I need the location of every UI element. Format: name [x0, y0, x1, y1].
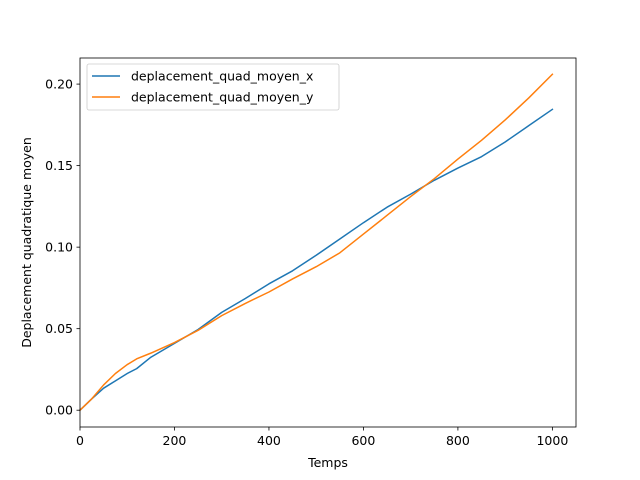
legend-frame [86, 63, 340, 111]
x-tick-label: 800 [446, 433, 470, 448]
x-tick-label: 1000 [536, 433, 568, 448]
x-tick-label: 0 [76, 433, 84, 448]
y-tick-label: 0.20 [45, 77, 73, 92]
x-axis-label: Temps [307, 455, 348, 470]
legend: deplacement_quad_moyen_x deplacement_quad… [86, 63, 340, 111]
axes-background [80, 58, 576, 427]
y-axis-ticks: 0.00 0.05 0.10 0.15 0.20 [45, 77, 80, 418]
y-tick-label: 0.15 [45, 158, 73, 173]
y-tick-label: 0.10 [45, 240, 73, 255]
axes-frame [79, 57, 577, 428]
x-axis-ticks: 0 200 400 600 800 1000 [76, 427, 568, 448]
x-tick-label: 200 [163, 433, 187, 448]
y-axis-label: Deplacement quadratique moyen [19, 137, 34, 348]
series-line-1 [78, 73, 554, 412]
plot-area [80, 58, 576, 427]
x-tick-label: 400 [257, 433, 281, 448]
y-tick-label: 0.05 [45, 321, 73, 336]
series-layer [78, 73, 554, 412]
legend-label-1: deplacement_quad_moyen_y [131, 90, 314, 105]
y-tick-label: 0.00 [45, 403, 73, 418]
legend-label-0: deplacement_quad_moyen_x [131, 69, 313, 84]
x-tick-label: 600 [351, 433, 375, 448]
series-line-0 [78, 108, 554, 412]
